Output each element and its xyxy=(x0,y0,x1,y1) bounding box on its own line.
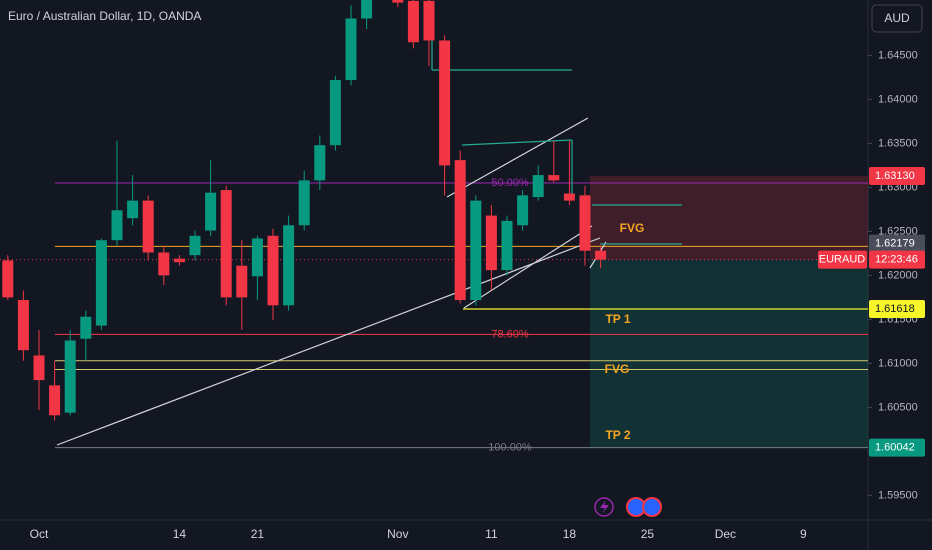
candle-body xyxy=(423,0,435,41)
zones xyxy=(590,175,868,448)
candle-body xyxy=(392,0,404,3)
stop-zone xyxy=(590,175,868,260)
price-label-bg xyxy=(869,438,925,457)
annotation: TP 2 xyxy=(605,428,630,442)
candle-body xyxy=(595,250,607,260)
candle-body xyxy=(220,190,232,298)
x-tick-label: Dec xyxy=(715,527,736,541)
candles xyxy=(2,0,607,421)
x-tick-label: Oct xyxy=(30,527,49,541)
candle-body xyxy=(236,265,248,298)
y-tick-label: 1.64000 xyxy=(878,93,918,105)
price-label: 1.60042 xyxy=(875,442,915,454)
candle-body xyxy=(283,225,295,306)
countdown: 12:23:46 xyxy=(875,254,918,266)
x-tick-label: 11 xyxy=(485,527,498,541)
y-tick-label: 1.59500 xyxy=(878,489,918,501)
candle-body xyxy=(189,235,201,256)
event-icon-glyph xyxy=(600,500,609,514)
trend-line xyxy=(56,237,601,446)
channel-line xyxy=(463,225,593,309)
event-icon[interactable] xyxy=(594,497,614,517)
candle-body xyxy=(563,193,575,201)
annotation: FVG xyxy=(620,221,645,235)
candle-body xyxy=(158,252,170,276)
y-tick-label: 1.62500 xyxy=(878,225,918,237)
candle-body xyxy=(548,175,560,181)
candle-body xyxy=(517,195,529,226)
x-tick-label: 21 xyxy=(251,527,265,541)
candle-body xyxy=(33,355,45,381)
candle-body xyxy=(95,240,107,326)
candle-body xyxy=(64,340,76,413)
x-tick-label: 9 xyxy=(800,527,807,541)
level-label: 100.00% xyxy=(488,442,532,454)
price-label: 1.62179 xyxy=(875,238,915,250)
candle-body xyxy=(329,80,341,146)
candle-body xyxy=(173,258,185,263)
candle-body xyxy=(439,40,451,166)
candle-body xyxy=(267,235,279,306)
currency-button[interactable] xyxy=(871,4,923,33)
price-label-bg xyxy=(869,166,925,185)
candle-body xyxy=(454,160,466,301)
level-label: 78.60% xyxy=(491,328,529,340)
candle-body xyxy=(532,175,544,198)
candle-body xyxy=(2,260,14,298)
countdown-bg xyxy=(869,250,925,269)
x-tick-label: 25 xyxy=(641,527,655,541)
event-icons xyxy=(594,497,662,517)
symbol-label-bg xyxy=(818,250,867,269)
price-label-bg xyxy=(869,300,925,319)
candle-body xyxy=(501,220,513,271)
chart-title: Euro / Australian Dollar, 1D, OANDA xyxy=(8,9,201,23)
candle-body xyxy=(470,200,482,301)
candle-body xyxy=(80,316,92,339)
target-zone xyxy=(590,259,868,448)
x-tick-label: Nov xyxy=(387,527,408,541)
candle-body xyxy=(361,0,373,19)
candle-body xyxy=(127,200,139,219)
channel-line xyxy=(446,117,589,198)
price-label: 1.63130 xyxy=(875,170,915,182)
level-label: 50.00% xyxy=(491,177,529,189)
symbol-label: EURAUD xyxy=(819,254,866,266)
candle-body xyxy=(205,192,217,231)
candle-body xyxy=(485,215,497,271)
y-tick-label: 1.60500 xyxy=(878,401,918,413)
y-tick-label: 1.64500 xyxy=(878,49,918,61)
price-label-bg xyxy=(869,234,925,253)
candle-body xyxy=(298,180,310,226)
candle-body xyxy=(345,18,357,81)
candle-body xyxy=(142,200,154,253)
candle-body xyxy=(251,238,263,277)
y-tick-label: 1.61000 xyxy=(878,357,918,369)
event-icon[interactable] xyxy=(642,497,662,517)
candle-body xyxy=(579,195,591,251)
x-tick-label: 18 xyxy=(563,527,577,541)
candle-body xyxy=(17,300,29,351)
candle-body xyxy=(407,0,419,43)
candle-body xyxy=(111,210,123,241)
candle-body xyxy=(314,145,326,181)
annotation: FVG xyxy=(605,362,630,376)
currency-label[interactable]: AUD xyxy=(884,11,910,25)
candle-body xyxy=(49,385,61,416)
annotation: TP 1 xyxy=(605,312,630,326)
price-label: 1.61618 xyxy=(875,303,915,315)
y-tick-label: 1.62000 xyxy=(878,269,918,281)
x-tick-label: 14 xyxy=(173,527,187,541)
y-tick-label: 1.63500 xyxy=(878,137,918,149)
